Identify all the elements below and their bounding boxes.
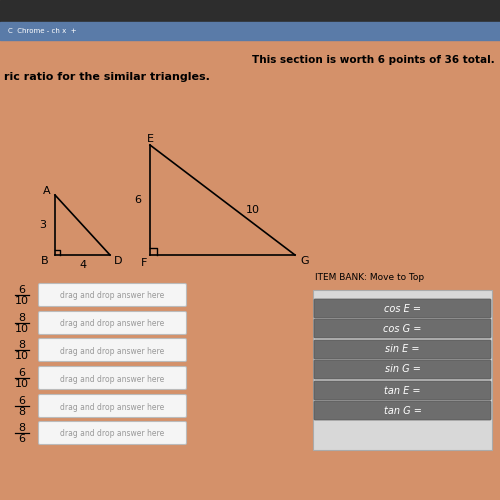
Text: ric ratio for the similar triangles.: ric ratio for the similar triangles. <box>4 72 210 82</box>
Bar <box>0 22 500 40</box>
Text: drag and drop answer here: drag and drop answer here <box>60 320 164 328</box>
Bar <box>0 0 500 22</box>
FancyBboxPatch shape <box>314 381 491 400</box>
FancyBboxPatch shape <box>38 366 186 390</box>
Bar <box>313 290 492 450</box>
Text: tan G =: tan G = <box>384 406 422 415</box>
FancyBboxPatch shape <box>38 422 186 444</box>
Text: F: F <box>141 258 147 268</box>
Text: 8: 8 <box>18 423 26 433</box>
Text: drag and drop answer here: drag and drop answer here <box>60 346 164 356</box>
Text: sin E =: sin E = <box>385 344 420 354</box>
Text: 6: 6 <box>18 434 26 444</box>
Text: B: B <box>41 256 49 266</box>
Text: drag and drop answer here: drag and drop answer here <box>60 402 164 411</box>
Text: 8: 8 <box>18 407 26 417</box>
Text: cos E =: cos E = <box>384 304 421 314</box>
Text: 3: 3 <box>40 220 46 230</box>
Text: 6: 6 <box>134 195 141 205</box>
Text: 10: 10 <box>15 379 29 389</box>
Text: ITEM BANK: Move to Top: ITEM BANK: Move to Top <box>315 273 424 282</box>
Text: 10: 10 <box>246 205 260 215</box>
FancyBboxPatch shape <box>314 319 491 338</box>
FancyBboxPatch shape <box>314 401 491 420</box>
Text: G: G <box>300 256 310 266</box>
Text: 4: 4 <box>79 260 86 270</box>
FancyBboxPatch shape <box>38 394 186 417</box>
Text: 6: 6 <box>18 396 26 406</box>
FancyBboxPatch shape <box>314 360 491 379</box>
Text: 6: 6 <box>18 368 26 378</box>
Text: drag and drop answer here: drag and drop answer here <box>60 292 164 300</box>
Text: 6: 6 <box>18 285 26 295</box>
Text: This section is worth 6 points of 36 total.: This section is worth 6 points of 36 tot… <box>252 55 495 65</box>
FancyBboxPatch shape <box>38 284 186 306</box>
Text: drag and drop answer here: drag and drop answer here <box>60 430 164 438</box>
FancyBboxPatch shape <box>38 312 186 334</box>
Text: 10: 10 <box>15 296 29 306</box>
FancyBboxPatch shape <box>314 299 491 318</box>
Text: tan E =: tan E = <box>384 386 421 396</box>
Text: sin G =: sin G = <box>384 364 420 374</box>
Text: A: A <box>43 186 51 196</box>
Text: drag and drop answer here: drag and drop answer here <box>60 374 164 384</box>
Text: cos G =: cos G = <box>384 324 422 334</box>
Text: D: D <box>114 256 122 266</box>
Text: 10: 10 <box>15 324 29 334</box>
FancyBboxPatch shape <box>38 338 186 361</box>
Text: C  Chrome - ch x  +: C Chrome - ch x + <box>8 28 76 34</box>
Text: 8: 8 <box>18 340 26 350</box>
Text: 8: 8 <box>18 313 26 323</box>
FancyBboxPatch shape <box>314 340 491 359</box>
Text: E: E <box>146 134 154 144</box>
Text: 10: 10 <box>15 351 29 361</box>
